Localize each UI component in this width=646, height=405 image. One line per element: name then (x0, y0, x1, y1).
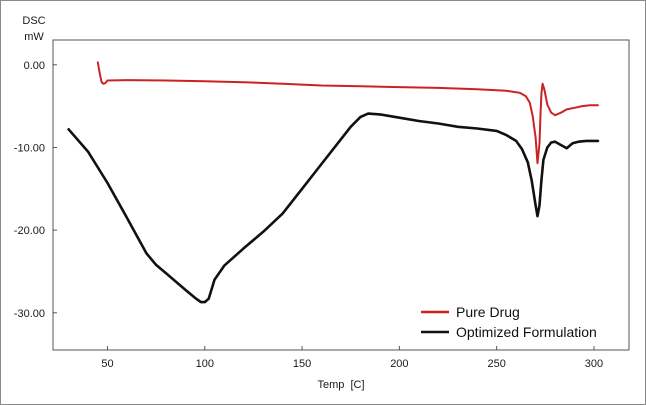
y-axis-title-dsc: DSC (22, 15, 45, 27)
legend-label-pure-drug: Pure Drug (456, 304, 520, 320)
x-tick-label: 50 (101, 358, 113, 370)
x-tick-label: 300 (585, 358, 603, 370)
x-tick-label: 200 (390, 358, 408, 370)
x-tick-label: 250 (487, 358, 505, 370)
y-tick-label: 0.00 (24, 60, 45, 72)
x-tick-label: 150 (293, 358, 311, 370)
series-line-pure-drug (96, 61, 599, 165)
series-line-optimized-formulation (67, 112, 600, 304)
x-tick-label: 100 (196, 358, 214, 370)
x-axis-title: Temp [C] (317, 379, 364, 391)
legend: Pure Drug Optimized Formulation (421, 304, 597, 340)
y-tick-label: -10.00 (14, 142, 45, 154)
y-tick-label: -30.00 (14, 308, 45, 320)
y-tick-label: -20.00 (14, 225, 45, 237)
y-axis-title-unit: mW (24, 31, 44, 43)
legend-label-optimized-formulation: Optimized Formulation (456, 324, 597, 340)
